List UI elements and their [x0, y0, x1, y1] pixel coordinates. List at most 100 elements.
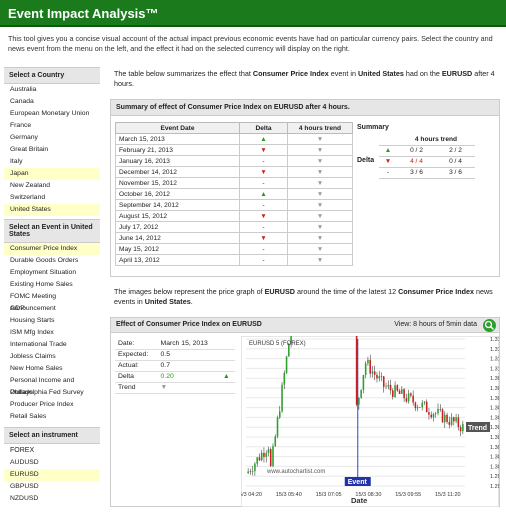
country-item-canada[interactable]: Canada	[10, 98, 34, 105]
down-arrow-icon: ▼	[239, 232, 288, 244]
instrument-item-eurusd[interactable]: EURUSD	[4, 469, 100, 481]
zoom-icon[interactable]	[483, 319, 496, 332]
candle-body	[251, 471, 254, 472]
trend-down-icon: ▼	[287, 254, 353, 266]
instrument-item-gbpusd[interactable]: GBPUSD	[10, 483, 39, 490]
country-item-european-monetary-union[interactable]: European Monetary Union	[10, 110, 90, 117]
table-row: September 14, 2012- ▼	[115, 199, 353, 211]
graph-country: United States	[144, 297, 191, 306]
country-header: Select a Country	[4, 67, 100, 84]
candle-body	[371, 371, 374, 374]
trend-down-icon: ▼	[287, 166, 353, 178]
y-tick-label: 1.3024	[490, 445, 499, 451]
trend-down-icon: ▼	[287, 133, 353, 145]
candle-body	[453, 417, 455, 422]
y-tick-label: 1.3114	[490, 357, 499, 363]
graph-panel-title: Effect of Consumer Price Index on EURUSD	[116, 321, 262, 328]
detail-date: March 15, 2013	[157, 338, 221, 350]
events-table-header: Event Date Delta 4 hours trend	[115, 122, 353, 134]
country-item-italy[interactable]: Italy	[10, 158, 23, 165]
event-date: October 16, 2012	[115, 188, 240, 200]
event-date: September 14, 2012	[115, 199, 240, 211]
candle-body	[362, 375, 365, 390]
candle-body	[260, 452, 263, 461]
y-tick-label: 1.3084	[490, 386, 499, 392]
candle-body	[450, 417, 453, 425]
summary-text-part: The table below summarizes the effect th…	[114, 69, 253, 78]
delta-neutral: -	[239, 199, 288, 211]
event-item-consumer-price-index[interactable]: Consumer Price Index	[4, 243, 100, 255]
page-title: Event Impact Analysis™	[8, 6, 159, 21]
country-item-great-britain[interactable]: Great Britain	[10, 146, 49, 153]
event-item-housing-starts[interactable]: Housing Starts	[10, 317, 55, 324]
instrument-item-nzdusd[interactable]: NZDUSD	[10, 495, 39, 502]
candle-body	[392, 390, 394, 397]
up-arrow-icon: ▲	[379, 145, 397, 157]
summary-down-count: 0 / 2	[397, 145, 436, 157]
country-item-united-states[interactable]: United States	[4, 204, 100, 216]
instrument-item-audusd[interactable]: AUDUSD	[10, 459, 39, 466]
y-tick-label: 1.3004	[490, 464, 499, 470]
candle-body	[283, 372, 286, 385]
chart-watermark: www.autochartist.com	[266, 469, 325, 475]
table-row: February 21, 2013 ▼ ▼	[115, 144, 353, 156]
detail-delta-label: Delta	[115, 371, 158, 383]
summary-description: The table below summarizes the effect th…	[110, 67, 500, 99]
candle-body	[398, 390, 401, 394]
event-item-international-trade[interactable]: International Trade	[10, 341, 67, 348]
detail-trend-label: Trend	[115, 382, 158, 394]
event-item-retail-sales[interactable]: Retail Sales	[10, 413, 47, 420]
event-item-producer-price-index[interactable]: Producer Price Index	[10, 401, 74, 408]
candle-body	[288, 343, 290, 357]
country-list: Australia Canada European Monetary Union Fr…	[4, 84, 100, 216]
candle-body	[414, 402, 417, 409]
candle-body	[258, 457, 261, 461]
country-item-new-zealand[interactable]: New Zealand	[10, 182, 51, 189]
summary-delta-label: Delta	[357, 157, 375, 164]
chart-candles	[247, 336, 464, 476]
event-item-existing-home-sales[interactable]: Existing Home Sales	[10, 281, 73, 288]
trend-down-icon: ▼	[287, 188, 353, 200]
graph-text-part: news events in	[114, 287, 493, 306]
candle-body	[249, 471, 252, 473]
candle-body	[419, 407, 421, 408]
y-tick-label: 1.3094	[490, 376, 499, 382]
event-date: December 14, 2012	[115, 166, 240, 178]
candle-body	[425, 401, 428, 413]
candle-body	[410, 393, 412, 396]
event-item-employment-situation[interactable]: Employment Situation	[10, 269, 77, 276]
detail-date-label: Date:	[115, 338, 158, 350]
down-arrow-icon: ▼	[157, 382, 221, 394]
summary-country: United States	[357, 69, 404, 78]
y-tick-label: 1.2994	[490, 474, 499, 480]
candle-body	[401, 389, 403, 394]
event-item-philadelphia-fed-survey[interactable]: Philadelphia Fed Survey	[10, 389, 84, 396]
candle-body	[446, 414, 448, 423]
summary-event: Consumer Price Index	[252, 69, 329, 78]
event-item-jobless-claims[interactable]: Jobless Claims	[10, 353, 56, 360]
candle-body	[416, 407, 419, 409]
event-item-durable-goods-orders[interactable]: Durable Goods Orders	[10, 257, 79, 264]
event-item-fomc-meeting-announcement[interactable]: FOMC Meeting Announcement	[10, 293, 57, 312]
table-row: June 14, 2012 ▼ ▼	[115, 232, 353, 244]
candle-body	[407, 393, 410, 402]
delta-neutral: -	[239, 243, 288, 255]
table-row: July 17, 2012- ▼	[115, 221, 353, 233]
graph-text-part: around the time of the latest 12	[294, 287, 399, 296]
graph-text-part: The images below represent the price gra…	[114, 287, 265, 296]
country-item-australia[interactable]: Australia	[10, 86, 37, 93]
event-item-ism-mfg-index[interactable]: ISM Mfg Index	[10, 329, 54, 336]
country-item-switzerland[interactable]: Switzerland	[10, 194, 46, 201]
table-row: October 16, 2012 ▲ ▼	[115, 188, 353, 200]
country-item-france[interactable]: France	[10, 122, 32, 129]
y-tick-label: 1.3124	[490, 347, 499, 353]
event-item-new-home-sales[interactable]: New Home Sales	[10, 365, 63, 372]
country-item-japan[interactable]: Japan	[4, 168, 100, 180]
event-item-personal-income-and-outlays[interactable]: Personal Income and Outlays	[10, 377, 75, 396]
events-table: Event Date Delta 4 hours trend March 15,…	[115, 122, 353, 266]
event-item-gdp[interactable]: GDP	[10, 305, 25, 312]
country-item-germany[interactable]: Germany	[10, 134, 38, 141]
trend-down-icon: ▼	[287, 144, 353, 156]
